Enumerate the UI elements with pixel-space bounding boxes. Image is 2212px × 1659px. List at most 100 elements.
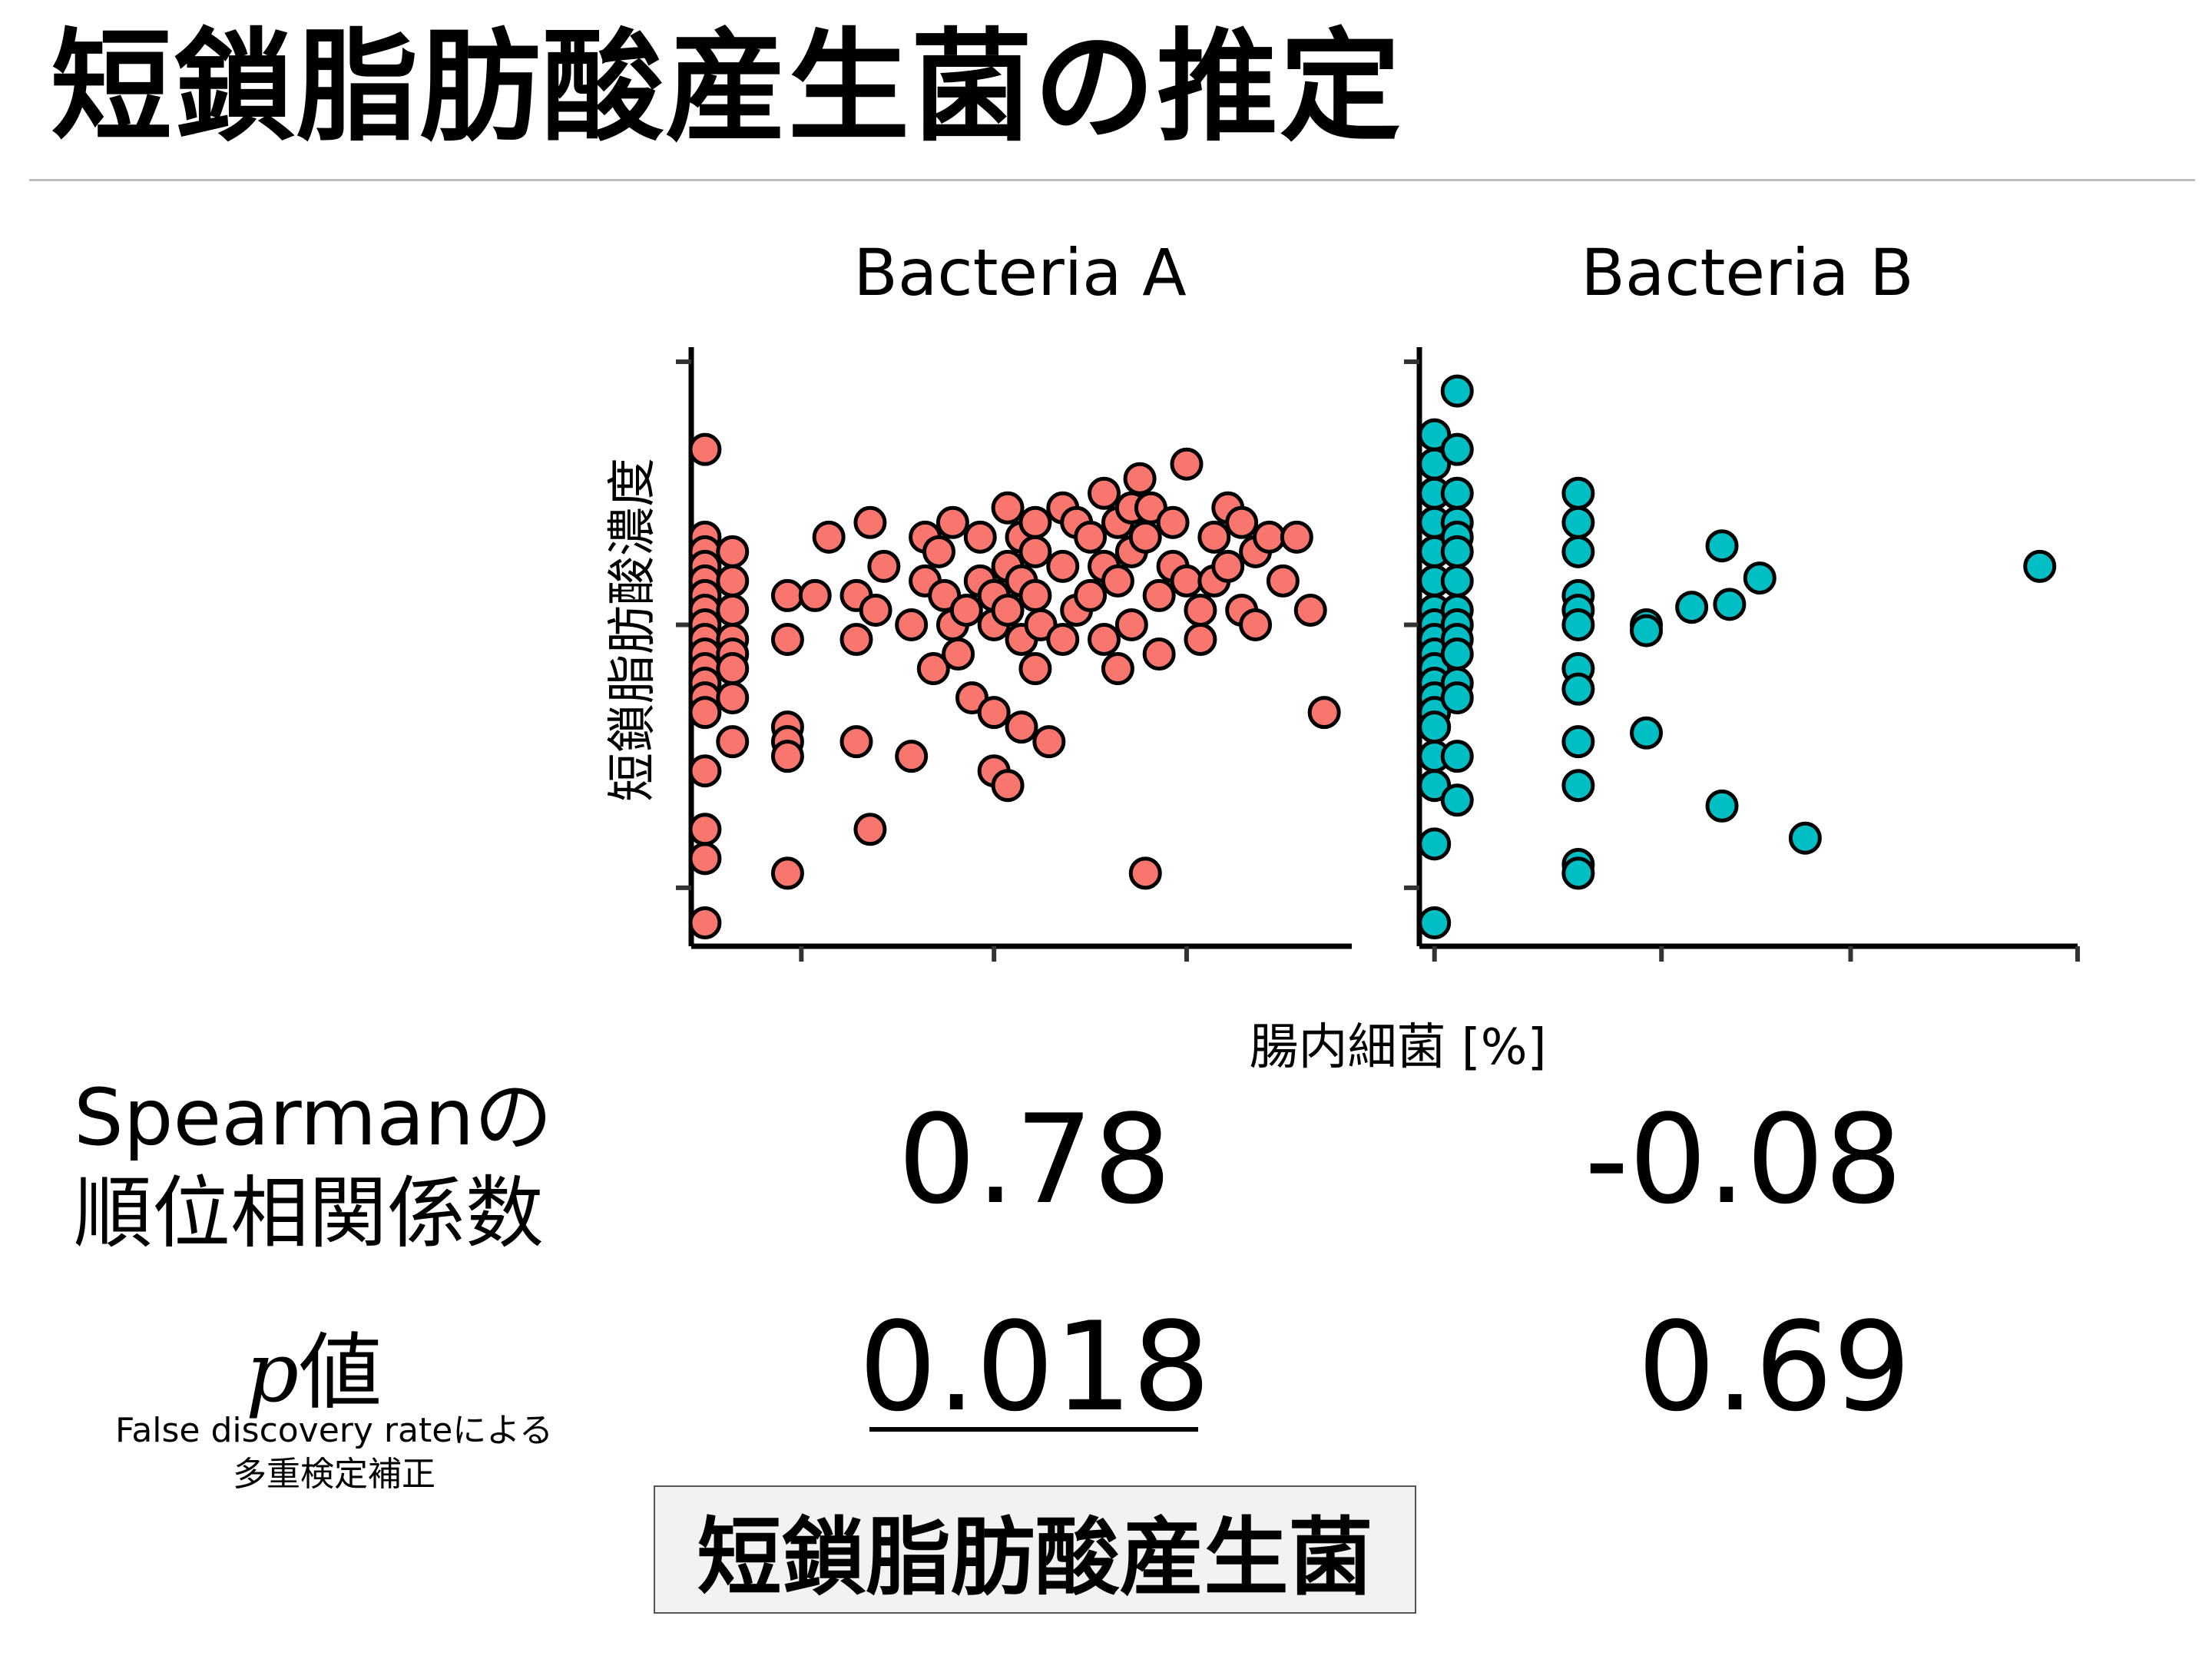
conclusion-box: 短鎖脂肪酸産生菌	[654, 1485, 1416, 1614]
data-point-a-31	[770, 856, 804, 890]
data-point-b-36	[1561, 535, 1595, 568]
p-italic: p	[246, 1325, 300, 1421]
data-point-a-0	[688, 432, 722, 466]
data-point-a-27	[770, 622, 804, 656]
data-point-a-69	[1018, 578, 1052, 612]
data-point-a-38	[853, 813, 887, 846]
data-point-a-98	[1170, 447, 1204, 481]
data-point-b-50	[1705, 529, 1739, 563]
data-point-a-111	[1280, 520, 1313, 554]
spearman-value-a: 0.78	[897, 1088, 1172, 1231]
data-point-a-72	[1032, 725, 1066, 759]
fdr-note-line1: False discovery rateによる	[115, 1411, 553, 1450]
data-point-a-46	[922, 535, 955, 568]
data-point-a-85	[1101, 652, 1134, 686]
data-point-b-41	[1561, 672, 1595, 706]
data-point-a-51	[949, 593, 983, 627]
data-point-a-105	[1225, 505, 1259, 539]
p-value-b: 0.69	[1637, 1295, 1912, 1439]
data-point-a-79	[1074, 578, 1108, 612]
data-point-a-74	[1046, 549, 1080, 583]
data-point-b-53	[1743, 561, 1777, 595]
chart-title-bacteria-a: Bacteria A	[853, 235, 1187, 310]
data-point-a-90	[1128, 520, 1162, 554]
fdr-note: False discovery rateによる 多重検定補正	[115, 1409, 553, 1496]
data-point-a-40	[867, 549, 901, 583]
data-point-b-35	[1561, 505, 1595, 539]
scatter-charts	[676, 347, 2080, 962]
data-point-b-48	[1630, 716, 1664, 750]
data-point-b-19	[1440, 374, 1474, 408]
spearman-label-line2: 順位相関係数	[74, 1168, 544, 1260]
data-point-a-13	[688, 696, 722, 730]
data-point-b-18	[1418, 906, 1452, 940]
data-point-b-20	[1440, 432, 1474, 466]
data-point-b-54	[1788, 821, 1822, 855]
fdr-note-line2: 多重検定補正	[233, 1455, 435, 1495]
data-point-a-84	[1101, 564, 1134, 598]
data-point-a-20	[716, 593, 750, 627]
data-point-a-39	[859, 593, 892, 627]
slide-title: 短鎖脂肪酸産生菌の推定	[51, 17, 1402, 158]
data-point-b-17	[1418, 827, 1452, 861]
data-point-a-25	[716, 725, 750, 759]
data-point-a-99	[1184, 593, 1217, 627]
spearman-value-b: -0.08	[1584, 1088, 1902, 1231]
data-point-a-18	[716, 535, 750, 568]
title-divider	[29, 179, 2195, 181]
data-point-b-31	[1440, 681, 1474, 715]
data-point-a-91	[1128, 856, 1162, 890]
data-point-a-62	[991, 769, 1025, 803]
data-point-b-51	[1705, 789, 1739, 823]
data-point-a-100	[1184, 622, 1217, 656]
data-point-a-97	[1170, 564, 1204, 598]
data-point-a-89	[1123, 462, 1157, 495]
data-point-a-19	[716, 564, 750, 598]
data-point-a-109	[1253, 520, 1286, 554]
spearman-label-line1: Spearmanの	[74, 1072, 553, 1164]
data-point-a-17	[688, 906, 722, 940]
data-point-b-52	[1713, 588, 1747, 621]
data-point-a-33	[812, 520, 846, 554]
data-point-b-25	[1440, 564, 1474, 598]
data-point-a-42	[895, 740, 929, 773]
data-point-b-43	[1561, 769, 1595, 803]
significance-underline	[869, 1427, 1198, 1432]
data-point-a-61	[991, 593, 1025, 627]
data-point-b-33	[1440, 783, 1474, 817]
data-point-a-23	[716, 652, 750, 686]
y-axis-label: 短鎖脂肪酸濃度	[604, 458, 661, 802]
data-point-b-39	[1561, 608, 1595, 641]
data-point-a-59	[991, 491, 1025, 525]
p-value-a: 0.018	[858, 1295, 1211, 1439]
data-point-a-48	[935, 505, 969, 539]
data-point-a-82	[1088, 622, 1121, 656]
data-point-a-95	[1156, 505, 1190, 539]
data-point-a-50	[942, 637, 975, 671]
data-point-a-53	[963, 520, 997, 554]
data-point-a-15	[688, 813, 722, 846]
data-point-b-55	[2023, 549, 2057, 583]
data-point-a-24	[716, 681, 750, 715]
p-value-label-rest: 値	[299, 1325, 382, 1421]
data-point-a-101	[1197, 520, 1231, 554]
data-point-a-93	[1142, 578, 1176, 612]
data-point-a-45	[916, 652, 950, 686]
data-point-a-75	[1046, 622, 1080, 656]
x-axis-label: 腸内細菌 [%]	[1249, 1019, 1547, 1076]
data-point-a-88	[1114, 608, 1148, 641]
data-point-a-16	[688, 842, 722, 876]
data-point-a-30	[770, 740, 804, 773]
data-point-a-32	[798, 578, 832, 612]
data-point-a-104	[1211, 549, 1245, 583]
data-point-b-21	[1440, 476, 1474, 510]
data-point-a-56	[977, 696, 1011, 730]
data-point-b-14	[1418, 710, 1452, 744]
data-point-b-34	[1561, 476, 1595, 510]
data-point-a-26	[770, 578, 804, 612]
data-point-a-37	[853, 505, 887, 539]
data-point-b-49	[1675, 591, 1709, 624]
chart-title-bacteria-b: Bacteria B	[1581, 235, 1914, 310]
p-value-label: p値	[246, 1306, 382, 1426]
data-point-a-67	[1018, 505, 1052, 539]
